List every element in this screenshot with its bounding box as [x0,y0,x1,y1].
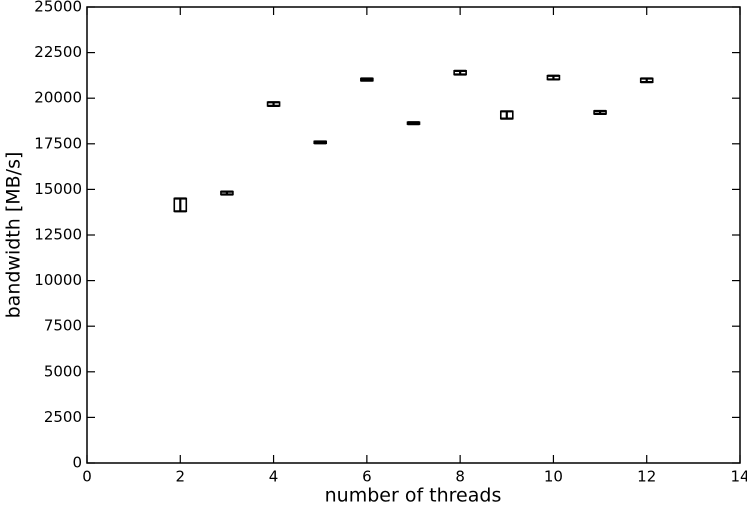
x-tick-label: 8 [455,468,465,486]
y-tick-label: 20000 [34,89,82,107]
y-tick-label: 22500 [34,43,82,61]
error-box [639,77,654,83]
error-box [593,110,607,115]
y-tick-label: 7500 [44,317,82,335]
y-tick-label: 15000 [34,180,82,198]
y-axis-label: bandwidth [MB/s] [3,152,25,319]
y-tick-label: 2500 [44,408,82,426]
x-tick-label: 0 [82,468,92,486]
x-tick-label: 12 [637,468,656,486]
error-box [360,77,374,82]
x-tick-label: 6 [362,468,372,486]
error-box [220,190,234,196]
x-tick-label: 14 [730,468,747,486]
y-tick-label: 25000 [34,0,82,16]
y-tick-label: 12500 [34,226,82,244]
error-box [499,110,514,120]
error-bar [174,197,187,213]
x-axis-label: number of threads [325,485,502,507]
error-box [173,197,188,213]
x-tick-label: 2 [176,468,186,486]
x-tick-label: 10 [544,468,563,486]
y-tick-label: 10000 [34,271,82,289]
error-bar [500,110,513,120]
y-tick-label: 5000 [44,362,82,380]
error-box [266,101,281,107]
y-tick-label: 17500 [34,134,82,152]
plot-frame [86,6,741,464]
error-box [406,121,421,125]
y-tick-label: 0 [72,454,82,472]
x-tick-label: 4 [269,468,279,486]
error-box [453,70,467,76]
error-box [546,74,561,81]
error-box [313,140,328,145]
